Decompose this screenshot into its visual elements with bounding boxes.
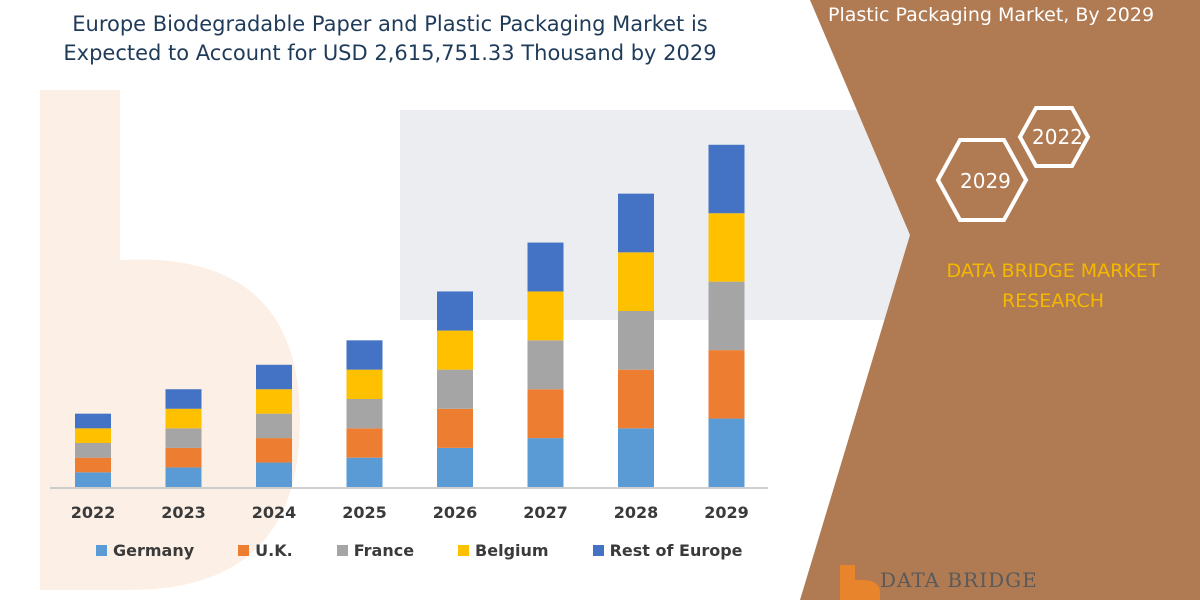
legend-swatch [458, 545, 470, 556]
legend-item-germany: Germany [96, 541, 194, 560]
legend-label: U.K. [255, 541, 293, 560]
brand-text-line-1: DATA BRIDGE MARKET [946, 260, 1160, 282]
bar-2029-france [708, 281, 745, 351]
legend-label: Rest of Europe [609, 541, 743, 560]
panel-title: Plastic Packaging Market, By 2029 [828, 4, 1155, 26]
bar-2024-germany [256, 462, 292, 487]
chart-title: Europe Biodegradable Paper and Plastic P… [30, 10, 750, 68]
bar-2023-u-k- [165, 447, 202, 468]
bar-2025-germany [346, 457, 383, 487]
bar-2028-germany [618, 428, 654, 487]
footer-logo-text: DATA BRIDGE [880, 568, 1038, 592]
legend-swatch [238, 545, 250, 556]
chart-title-line-2: Expected to Account for USD 2,615,751.33… [63, 41, 717, 65]
x-tick-label-2028: 2028 [614, 503, 659, 522]
x-tick-label-2025: 2025 [342, 503, 387, 522]
x-tick-label-2029: 2029 [704, 503, 749, 522]
hexagon-front-label: 2029 [960, 169, 1011, 193]
x-tick-labels: 2022 2023 2024 2025 2026 2027 2028 2029 [71, 503, 749, 522]
bar-2022-germany [75, 472, 111, 487]
legend-label: Belgium [475, 541, 549, 560]
bar-2024-u-k- [256, 438, 292, 463]
legend-item-france: France [336, 541, 415, 560]
bar-2027-belgium [527, 291, 564, 341]
bar-2027-germany [527, 438, 564, 487]
bar-2029-belgium [708, 213, 745, 282]
bar-2022-belgium [75, 428, 111, 443]
bar-2023-rest-of-europe [165, 389, 202, 409]
bar-2028-belgium [618, 252, 654, 311]
bar-2026-germany [437, 447, 473, 487]
legend: Germany U.K. France Belgium Rest of Europe [96, 541, 787, 560]
bar-2027-u-k- [527, 389, 564, 439]
panel-background [800, 0, 1200, 600]
legend-swatch [96, 545, 107, 556]
legend-label: Germany [113, 541, 195, 560]
bar-2024-france [256, 413, 292, 439]
bar-2022-france [75, 443, 111, 458]
chart-title-line-1: Europe Biodegradable Paper and Plastic P… [72, 12, 708, 36]
footer-logo-mark [840, 565, 880, 600]
bar-2028-france [618, 311, 654, 370]
bar-2022-u-k- [75, 457, 111, 473]
bar-2025-belgium [346, 369, 383, 399]
legend-item-rest-of-europe: Rest of Europe [592, 541, 743, 560]
bar-2026-france [437, 369, 473, 409]
bar-2025-u-k- [346, 428, 383, 458]
bar-2025-rest-of-europe [346, 340, 383, 370]
bar-2023-germany [165, 467, 202, 487]
bar-2023-belgium [165, 408, 202, 429]
hexagon-back-label: 2022 [1032, 125, 1083, 149]
x-tick-label-2023: 2023 [161, 503, 206, 522]
bar-2026-u-k- [437, 408, 473, 448]
hexagon-back [1017, 106, 1091, 168]
bar-2027-france [527, 340, 564, 390]
bar-2026-belgium [437, 330, 473, 370]
x-tick-label-2027: 2027 [523, 503, 568, 522]
x-tick-label-2026: 2026 [433, 503, 478, 522]
hexagon-front [935, 138, 1029, 222]
bar-2027-rest-of-europe [527, 242, 564, 292]
legend-swatch [592, 545, 604, 556]
brand-text-line-2: RESEARCH [1001, 290, 1105, 312]
x-tick-label-2022: 2022 [71, 503, 116, 522]
bar-2023-france [165, 428, 202, 448]
x-tick-label-2024: 2024 [252, 503, 297, 522]
bars-group [75, 144, 745, 487]
brand-text: DATA BRIDGE MARKET RESEARCH [918, 256, 1188, 316]
bar-2024-belgium [256, 389, 292, 414]
bar-2029-u-k- [708, 350, 745, 419]
bar-2026-rest-of-europe [437, 291, 473, 331]
bar-2022-rest-of-europe [75, 413, 111, 429]
bar-2024-rest-of-europe [256, 364, 292, 390]
legend-swatch [336, 545, 348, 556]
bar-2029-rest-of-europe [708, 144, 745, 214]
bar-2025-france [346, 399, 383, 429]
bar-2029-germany [708, 418, 745, 487]
bar-2028-u-k- [618, 369, 654, 429]
legend-label: France [353, 541, 415, 560]
bar-2028-rest-of-europe [618, 193, 654, 253]
legend-item-u-k-: U.K. [238, 541, 293, 560]
legend-item-belgium: Belgium [458, 541, 549, 560]
